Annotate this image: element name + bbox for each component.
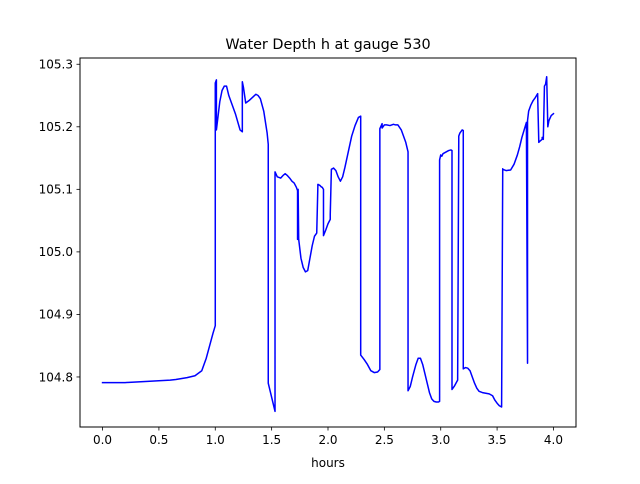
y-tick-label: 104.9: [39, 308, 73, 322]
x-tick-label: 0.5: [149, 433, 168, 447]
plot-area: 0.0 0.5 1.0 1.5 2.0 2.5 3.0 3.5 4.0 104.8 104.9 105…: [39, 57, 577, 447]
chart-title: Water Depth h at gauge 530: [225, 37, 430, 53]
x-tick-label: 1.5: [262, 433, 281, 447]
y-tick-label: 104.8: [39, 370, 73, 384]
y-tick-label: 105.0: [39, 245, 73, 259]
x-tick-label: 2.5: [375, 433, 394, 447]
y-tick-label: 105.3: [39, 58, 73, 72]
x-tick-label: 0.0: [93, 433, 112, 447]
x-tick-label: 2.0: [318, 433, 337, 447]
y-tick-label: 105.2: [39, 120, 73, 134]
x-tick-label: 1.0: [206, 433, 225, 447]
y-tick-label: 105.1: [39, 183, 73, 197]
series-line-1: [101, 76, 555, 413]
x-axis-label: hours: [311, 456, 345, 470]
x-tick-label: 4.0: [544, 433, 563, 447]
x-tick-label: 3.5: [488, 433, 507, 447]
x-tick-label: 3.0: [431, 433, 450, 447]
